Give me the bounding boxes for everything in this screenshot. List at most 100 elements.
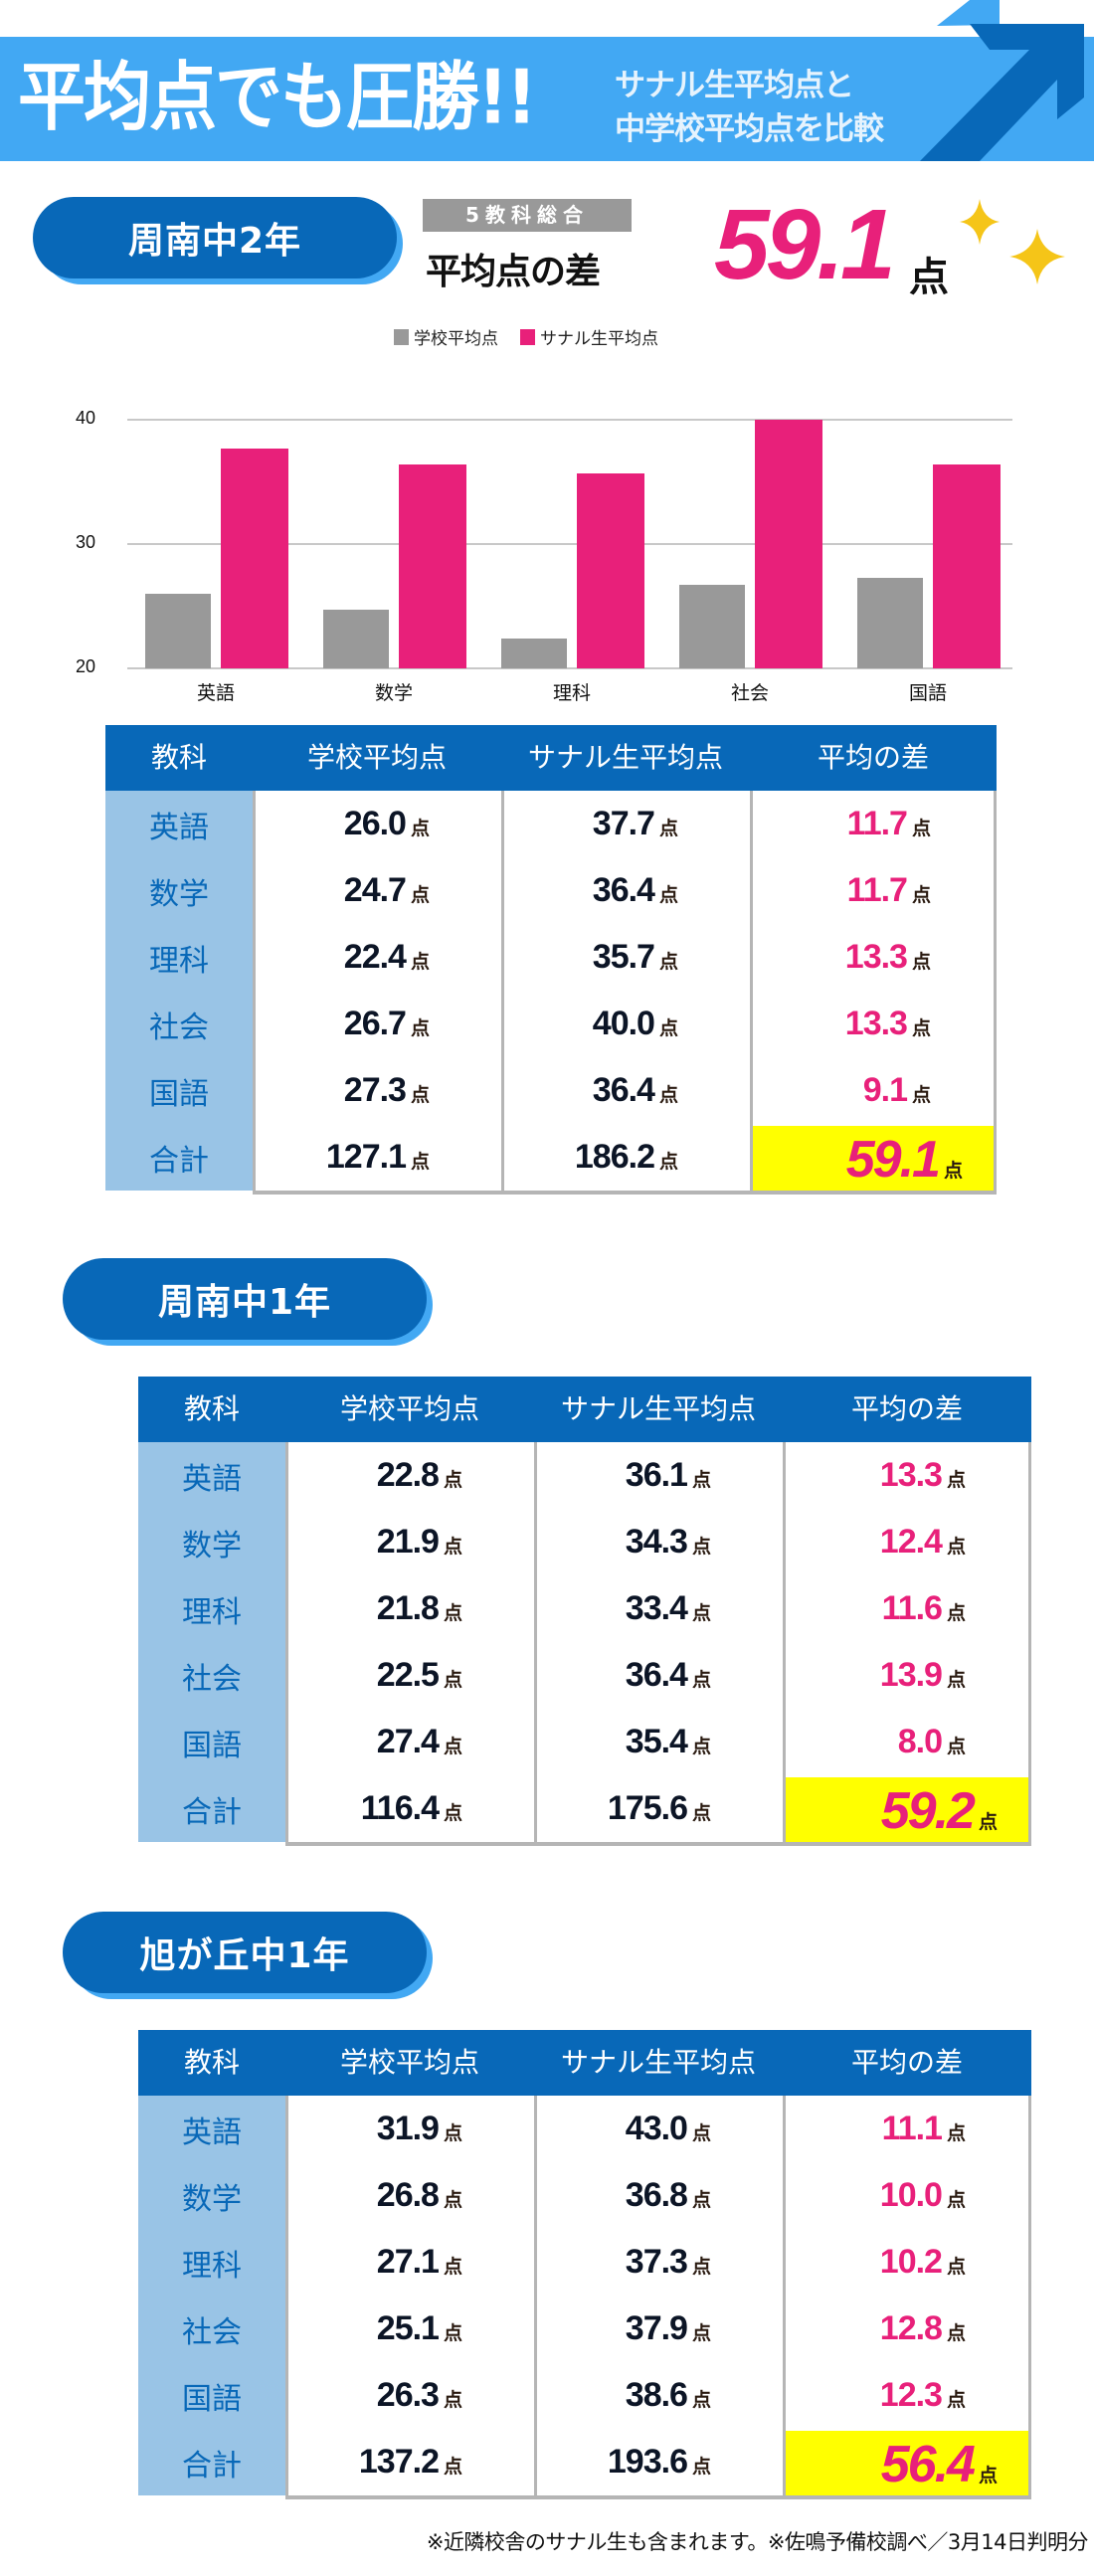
table-total-row: 合計 (138, 2429, 1031, 2495)
sanaru-avg-cell-value: 35.7 (592, 938, 655, 976)
school-avg-cell-value: 26.3 (376, 2376, 440, 2414)
header-cell: 平均の差 (850, 1392, 963, 1425)
diff-cell: 10.2 点 (783, 2243, 966, 2282)
footnote: ※近隣校舎のサナル生も含まれます。※佐鳴予備校調べ／3月14日判明分 (426, 2530, 1089, 2554)
diff-cell: 11.6 点 (783, 1589, 966, 1628)
subject-cell: 数学 (149, 876, 209, 912)
unit-label: 点 (443, 2122, 462, 2144)
school-avg-cell: 26.8 点 (285, 2176, 462, 2215)
score-table-shunan-2: 教科 学校平均点 サナル生平均点 平均の差 英語 26.0 点 37.7 点 11.7 点数学 24.… (105, 725, 997, 1195)
value-column (285, 2096, 534, 2495)
unit-label: 点 (443, 2456, 462, 2478)
sanaru-avg-cell: 193.6 点 (534, 2443, 711, 2482)
sparkle-icon (960, 199, 1065, 284)
unit-label: 点 (443, 1536, 462, 1558)
diff-cell: 12.8 点 (783, 2309, 966, 2348)
unit-label: 点 (691, 2389, 711, 2411)
header-cell: 学校平均点 (339, 1392, 479, 1425)
school-avg-cell: 27.4 点 (285, 1723, 462, 1761)
school-label-bubble: 周南中2年 (33, 197, 403, 284)
unit-label: 点 (946, 1669, 966, 1691)
diff-cell-value: 8.0 (897, 1723, 943, 1760)
sanaru-avg-cell-value: 36.1 (625, 1456, 688, 1494)
school-avg-cell: 24.7 点 (253, 871, 430, 910)
sanaru-avg-cell-value: 40.0 (592, 1005, 655, 1042)
table-row: 国語 (105, 1057, 997, 1124)
school-avg-cell-value: 26.0 (343, 805, 407, 842)
subject-cell: 国語 (149, 1076, 209, 1112)
unit-label: 点 (691, 1602, 711, 1624)
table-row: 社会 (138, 1642, 1031, 1709)
bar-sanaru (755, 420, 822, 668)
unit-label: 点 (691, 2456, 711, 2478)
value-column (534, 1442, 783, 1842)
title-banner (0, 37, 1094, 161)
subject-cell: 社会 (182, 2314, 242, 2350)
school-avg-cell: 21.9 点 (285, 1523, 462, 1562)
unit-label: 点 (443, 2322, 462, 2344)
subject-cell: 理科 (182, 2248, 242, 2284)
chart-legend: 学校平均点 サナル生平均点 (394, 324, 672, 349)
value-column (534, 2096, 783, 2495)
summary-unit: 点 (909, 255, 949, 300)
value-column (253, 791, 501, 1191)
header-cell: 学校平均点 (339, 2046, 479, 2079)
table-header: 教科 学校平均点 サナル生平均点 平均の差 (138, 1377, 1031, 1442)
table-header: 教科 学校平均点 サナル生平均点 平均の差 (138, 2030, 1031, 2096)
header-cell: 教科 (183, 1392, 240, 1425)
diff-cell-value: 13.3 (844, 938, 908, 976)
subject-cell: 国語 (182, 1728, 242, 1763)
diff-cell: 13.3 点 (750, 938, 931, 977)
school-label: 周南中1年 (157, 1282, 332, 1323)
school-avg-cell-value: 26.8 (376, 2176, 440, 2214)
unit-label: 点 (410, 1017, 430, 1039)
school-avg-cell-value: 25.1 (376, 2309, 440, 2347)
diff-cell: 59.2 点 (783, 1781, 998, 1841)
sanaru-avg-cell-value: 175.6 (607, 1789, 688, 1827)
table-row: 英語 (105, 791, 997, 857)
school-avg-cell: 22.8 点 (285, 1456, 462, 1495)
header-cell: 教科 (183, 2046, 240, 2079)
bar-school (679, 585, 745, 668)
subject-cell: 社会 (182, 1661, 242, 1697)
table-row: 数学 (138, 1509, 1031, 1575)
header-cell: サナル生平均点 (527, 741, 723, 774)
unit-label: 点 (946, 2189, 966, 2211)
total-highlight (786, 2431, 1031, 2495)
summary-value: 59.1 (714, 189, 896, 300)
score-table-shunan-1: 教科 学校平均点 サナル生平均点 平均の差 英語 22.8 点 36.1 点 13.3 点数学 21.… (138, 1377, 1031, 1846)
school-label: 旭が丘中1年 (139, 1935, 350, 1976)
unit-label: 点 (911, 951, 931, 973)
y-tick-30: 30 (76, 532, 96, 552)
diff-cell-value: 56.4 (880, 2436, 976, 2493)
diff-cell: 13.3 点 (783, 1456, 966, 1495)
school-label-bubble: 旭が丘中1年 (63, 1912, 433, 1999)
y-tick-40: 40 (76, 408, 96, 428)
unit-label: 点 (443, 1736, 462, 1757)
total-highlight (786, 1777, 1031, 1842)
diff-cell: 8.0 点 (783, 1723, 966, 1761)
unit-label: 点 (691, 1469, 711, 1491)
x-label: 数学 (374, 682, 413, 704)
school-avg-cell-value: 21.9 (376, 1523, 440, 1561)
sanaru-avg-cell-value: 36.8 (625, 2176, 688, 2214)
diff-cell: 11.1 点 (783, 2110, 966, 2148)
table-border (285, 2495, 1031, 2499)
arrow-up-right-icon (920, 0, 1084, 161)
diff-cell-value: 13.3 (879, 1456, 943, 1494)
school-avg-cell: 27.3 点 (253, 1071, 430, 1110)
unit-label: 点 (946, 2322, 966, 2344)
sanaru-avg-cell: 36.8 点 (534, 2176, 711, 2215)
school-avg-cell: 26.3 点 (285, 2376, 462, 2415)
unit-label: 点 (946, 2389, 966, 2411)
sanaru-avg-cell: 43.0 点 (534, 2110, 711, 2148)
table-row: 数学 (138, 2162, 1031, 2229)
table-row: 数学 (105, 857, 997, 924)
subject-column (138, 1442, 285, 1842)
table-row: 社会 (105, 991, 997, 1057)
diff-cell-value: 59.2 (880, 1782, 976, 1840)
gridline (127, 419, 1012, 421)
legend-item-sanaru: サナル生平均点 (520, 324, 658, 349)
value-column (783, 2096, 1031, 2495)
unit-label: 点 (410, 951, 430, 973)
